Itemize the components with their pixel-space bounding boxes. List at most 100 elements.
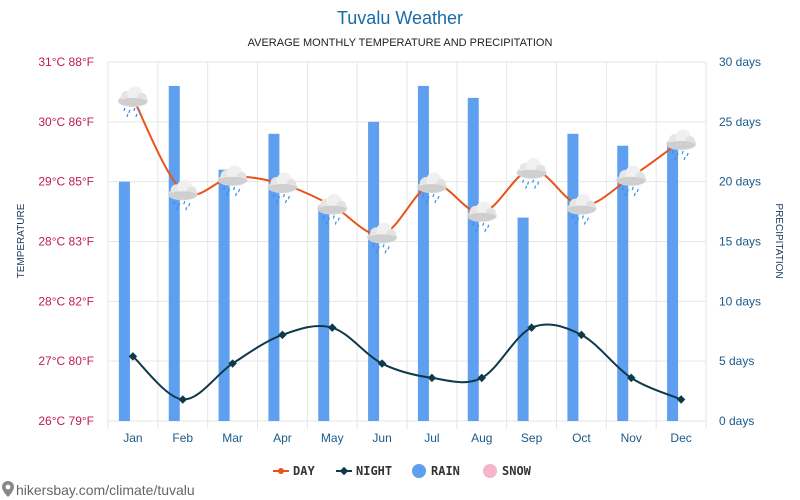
rain-cloud-icon xyxy=(217,165,248,197)
left-axis-label: TEMPERATURE xyxy=(16,203,27,278)
rain-drop xyxy=(277,195,280,200)
rain-cloud-icon xyxy=(566,194,597,225)
rain-drop xyxy=(671,150,674,155)
cloud-shadow xyxy=(218,176,247,185)
night-temperature-point xyxy=(377,359,387,368)
rain-cloud-icon xyxy=(466,201,497,232)
rain-drop xyxy=(633,192,636,197)
legend-swatch-circle xyxy=(483,464,497,478)
rain-drop xyxy=(228,188,231,193)
rain-drop xyxy=(683,156,686,161)
cloud-shadow xyxy=(667,140,696,149)
rain-drop xyxy=(586,217,589,221)
cloud-shadow xyxy=(268,184,297,193)
rain-drop xyxy=(574,221,577,225)
rain-drop xyxy=(372,244,375,248)
chart-title: Tuvalu Weather xyxy=(337,8,463,28)
legend: DAY NIGHT RAIN SNOW xyxy=(273,464,532,478)
chart-subtitle: AVERAGE MONTHLY TEMPERATURE AND PRECIPIT… xyxy=(248,37,553,49)
rain-drop xyxy=(525,185,528,189)
rain-cloud-icon xyxy=(666,129,697,161)
left-tick-label: 26°C 79°F xyxy=(38,414,94,428)
rain-drop xyxy=(235,192,238,197)
night-temperature-point xyxy=(228,359,237,368)
legend-item-day[interactable]: DAY xyxy=(273,464,315,478)
x-tick-label: Nov xyxy=(621,431,642,445)
rain-drop xyxy=(123,107,126,112)
rain-drop xyxy=(583,221,586,225)
right-axis-ticks: 0 days 5 days 10 days 15 days 20 days 25 days… xyxy=(719,55,761,428)
rain-drop xyxy=(135,113,138,118)
x-axis-ticks: Jan Feb Mar Apr May Jun Jul Aug Sep Oct Nov Dec xyxy=(123,431,692,445)
cloud-shadow xyxy=(318,205,347,214)
rain-bar xyxy=(118,181,130,421)
night-temperature-point xyxy=(577,330,586,340)
rain-bar xyxy=(318,205,330,421)
rain-drop xyxy=(287,195,290,200)
legend-marker xyxy=(339,466,349,476)
rain-drop xyxy=(581,215,584,219)
legend-item-snow[interactable]: SNOW xyxy=(483,464,532,478)
weather-icons xyxy=(117,86,697,254)
legend-item-night[interactable]: NIGHT xyxy=(336,464,392,478)
rain-drop xyxy=(282,193,285,198)
rain-drop xyxy=(532,179,535,183)
rain-drop xyxy=(387,246,390,250)
rain-drop xyxy=(334,221,337,225)
rain-drop xyxy=(272,193,275,198)
night-temperature-point xyxy=(527,323,536,332)
night-temperature-point xyxy=(676,395,686,404)
left-tick-label: 28°C 83°F xyxy=(38,235,94,249)
rain-drop xyxy=(534,185,537,189)
rain-drop xyxy=(322,215,325,219)
left-tick-label: 27°C 80°F xyxy=(38,354,94,368)
legend-item-rain[interactable]: RAIN xyxy=(412,464,460,478)
night-temperature-point xyxy=(477,373,486,383)
right-axis-label: PRECIPITATION xyxy=(773,203,784,278)
rain-bar xyxy=(168,85,180,421)
grid-lines xyxy=(107,61,707,429)
rain-bar xyxy=(567,133,579,422)
footer-link[interactable]: hikersbay.com/climate/tuvalu xyxy=(2,481,195,498)
rain-bar xyxy=(617,145,629,421)
rain-drop xyxy=(327,217,330,221)
legend-marker xyxy=(278,468,284,474)
night-temperature-line xyxy=(132,323,682,401)
rain-drop xyxy=(686,152,689,157)
rain-drop xyxy=(576,217,579,221)
x-tick-label: Jul xyxy=(424,431,439,445)
rain-bar xyxy=(667,145,679,421)
footer-url[interactable]: hikersbay.com/climate/tuvalu xyxy=(16,482,195,498)
rain-drop xyxy=(133,107,136,112)
rain-bars xyxy=(118,85,679,422)
rain-drop xyxy=(484,228,487,232)
cloud-shadow xyxy=(617,176,646,185)
rain-drop xyxy=(337,217,340,221)
rain-bar xyxy=(368,121,380,421)
rain-bar xyxy=(517,217,529,421)
night-temperature-point xyxy=(128,352,138,361)
rain-drop xyxy=(178,203,181,207)
left-tick-label: 28°C 82°F xyxy=(38,294,94,308)
left-tick-label: 31°C 88°F xyxy=(38,55,94,69)
x-tick-label: Aug xyxy=(471,431,492,445)
rain-drop xyxy=(422,193,425,198)
rain-drop xyxy=(233,186,236,191)
right-tick-label: 30 days xyxy=(719,55,761,69)
rain-drop xyxy=(284,199,287,204)
rain-bar xyxy=(467,97,479,422)
rain-drop xyxy=(183,201,186,205)
rain-drop xyxy=(522,179,525,183)
x-tick-label: Jan xyxy=(123,431,142,445)
cloud-shadow xyxy=(517,169,546,178)
rain-cloud-icon xyxy=(267,172,298,204)
night-temperature-point xyxy=(278,330,287,340)
rain-cloud-icon xyxy=(167,179,198,211)
x-tick-label: Mar xyxy=(222,431,243,445)
rain-drop xyxy=(571,215,574,219)
right-tick-label: 20 days xyxy=(719,175,761,189)
left-tick-label: 30°C 86°F xyxy=(38,115,94,129)
x-tick-label: May xyxy=(321,431,344,445)
right-tick-label: 0 days xyxy=(719,414,754,428)
